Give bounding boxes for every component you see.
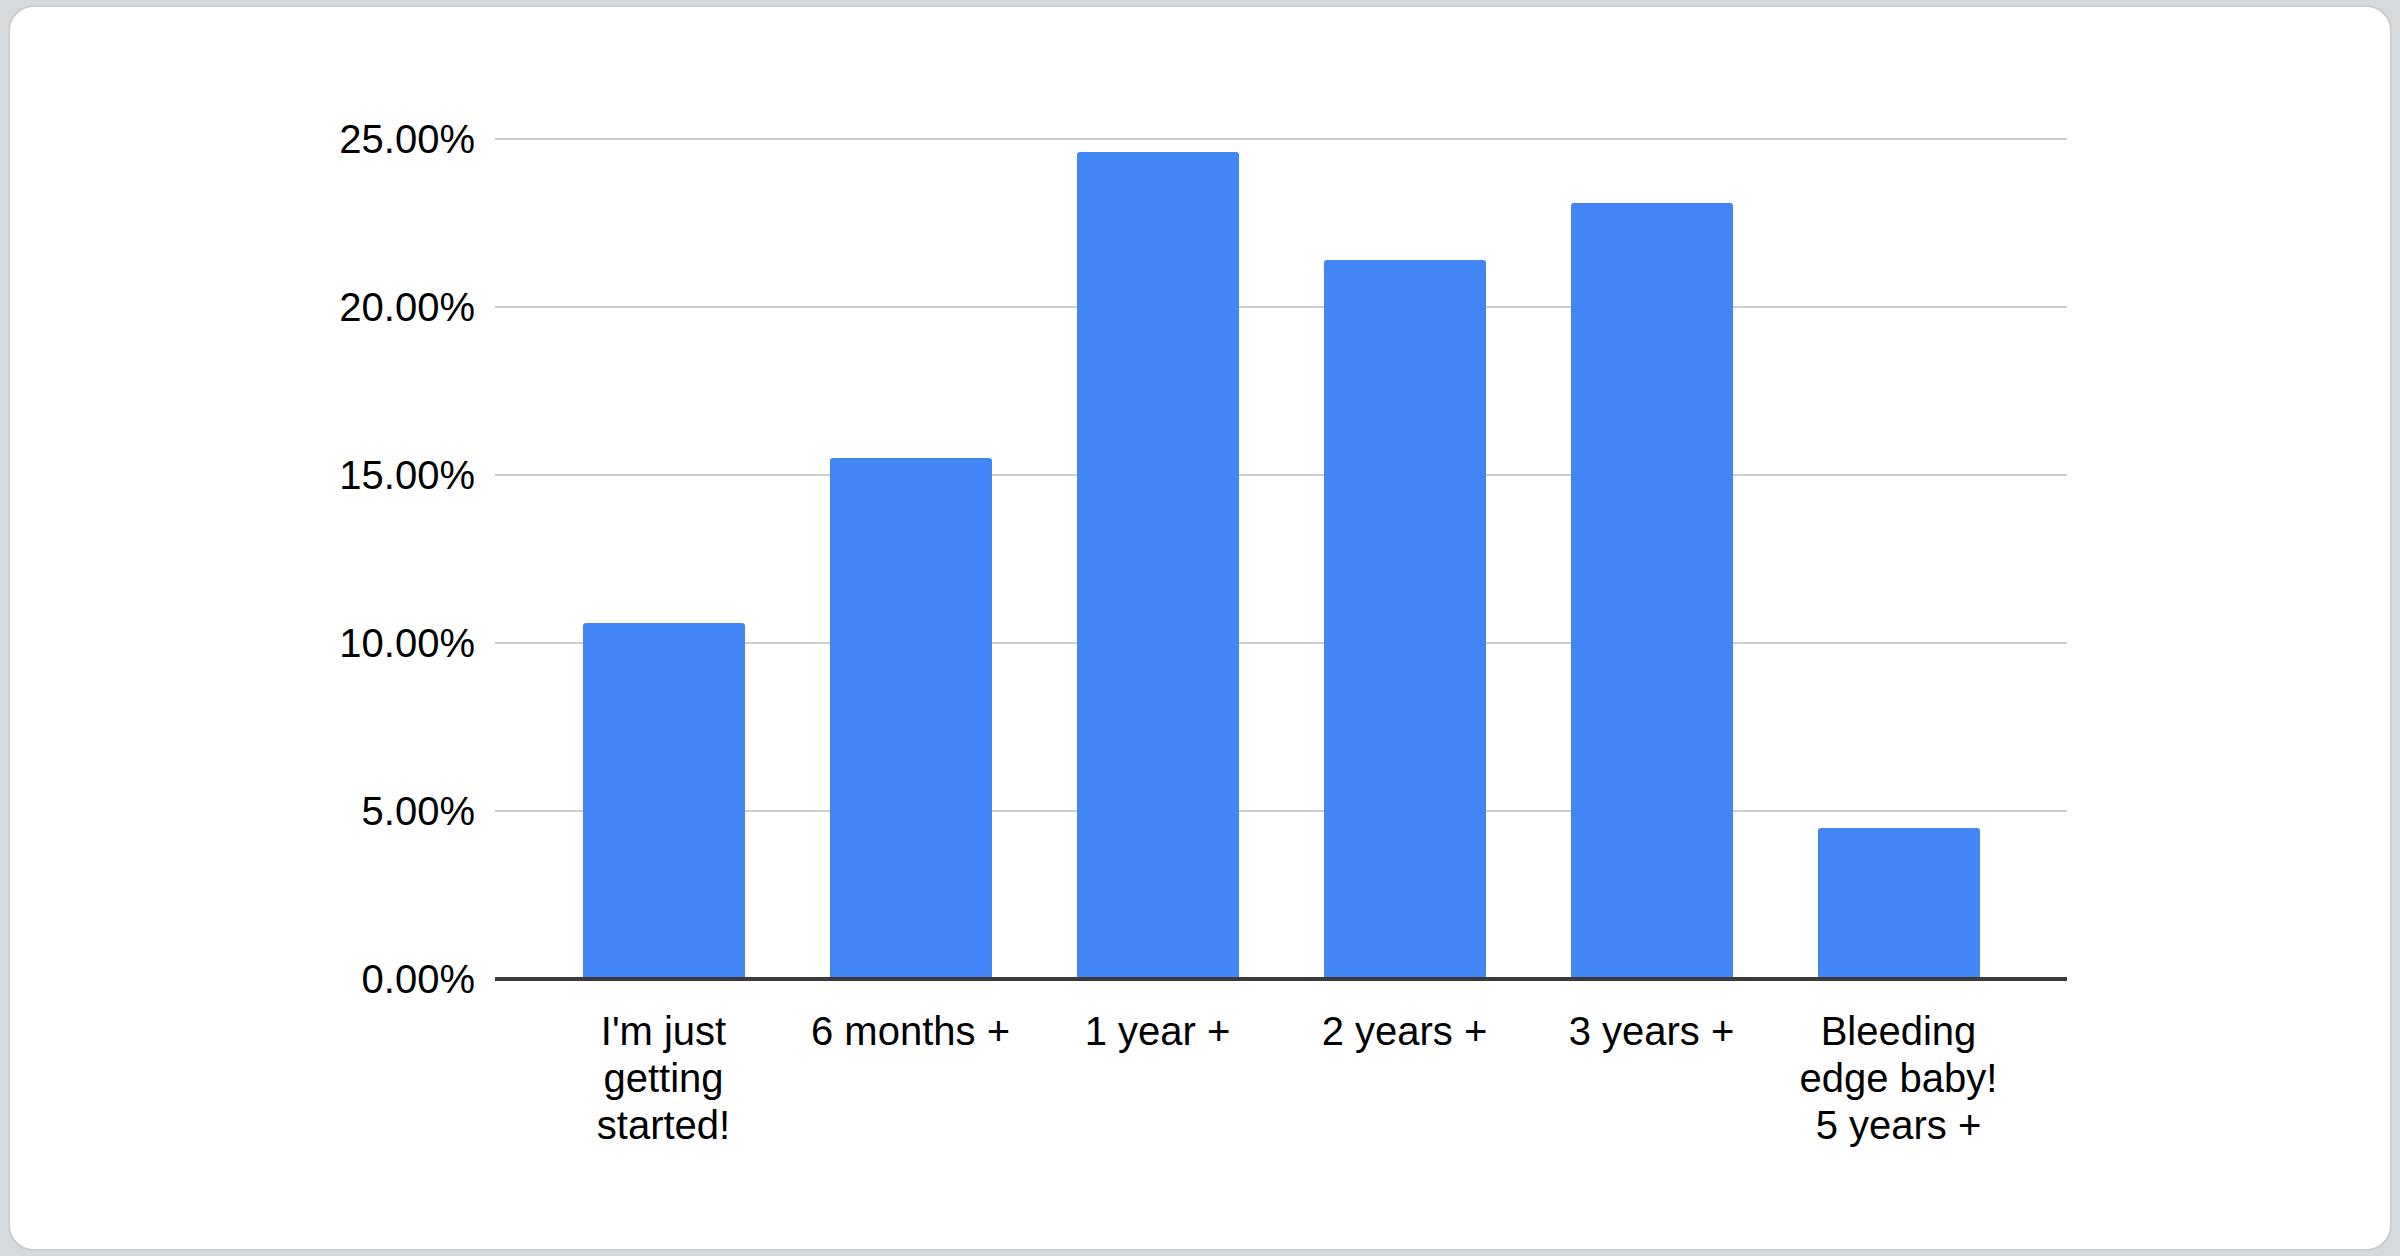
x-axis-category-label: 1 year + <box>1028 1008 1288 1055</box>
bar-category-1[interactable] <box>583 623 745 979</box>
bar-chart: 0.00% 5.00% 10.00% 15.00% 20.00% 25.00% I'm ju… <box>0 0 2400 1256</box>
x-axis-category-label: 3 years + <box>1522 1008 1782 1055</box>
bar-category-4[interactable] <box>1324 260 1486 979</box>
x-axis-category-label: 6 months + <box>781 1008 1041 1055</box>
x-axis-category-label: Bleeding edge baby! 5 years + <box>1769 1008 2029 1149</box>
bar-category-2[interactable] <box>830 458 992 979</box>
gridline-25.00% <box>495 138 2067 140</box>
y-axis-tick-label: 5.00% <box>255 788 475 834</box>
bar-category-6[interactable] <box>1818 828 1980 979</box>
y-axis-tick-label: 20.00% <box>255 284 475 330</box>
gridline-20.00% <box>495 306 2067 308</box>
x-axis-line <box>495 977 2067 981</box>
x-axis-category-label: I'm just getting started! <box>534 1008 794 1149</box>
y-axis-tick-label: 25.00% <box>255 116 475 162</box>
gridline-15.00% <box>495 474 2067 476</box>
y-axis-tick-label: 10.00% <box>255 620 475 666</box>
y-axis-tick-label: 0.00% <box>255 956 475 1002</box>
bar-category-3[interactable] <box>1077 152 1239 979</box>
x-axis-category-label: 2 years + <box>1275 1008 1535 1055</box>
bar-category-5[interactable] <box>1571 203 1733 979</box>
y-axis-tick-label: 15.00% <box>255 452 475 498</box>
